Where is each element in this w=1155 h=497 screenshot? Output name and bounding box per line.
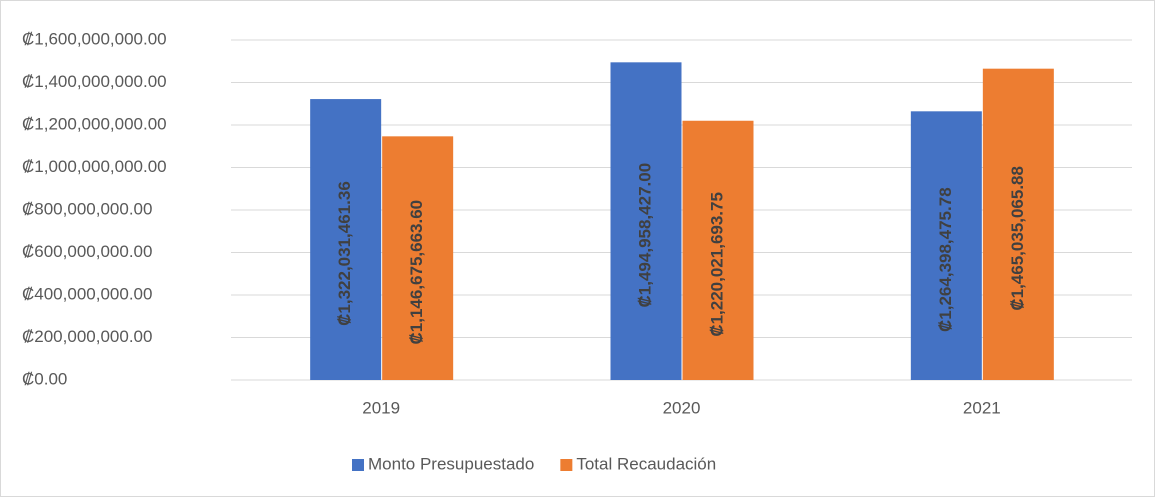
y-tick-label: ₡1,200,000,000.00 bbox=[22, 114, 167, 133]
y-tick-label: ₡1,600,000,000.00 bbox=[22, 29, 167, 48]
value-label: ₡1,494,958,427.00 bbox=[635, 163, 654, 308]
value-label: ₡1,220,021,693.75 bbox=[707, 192, 726, 337]
y-tick-label: ₡800,000,000.00 bbox=[22, 199, 152, 218]
value-label: ₡1,264,398,475.78 bbox=[936, 187, 955, 332]
bar bbox=[382, 136, 454, 380]
y-tick-label: ₡1,400,000,000.00 bbox=[22, 72, 167, 91]
value-label: ₡1,465,035,065.88 bbox=[1008, 166, 1027, 311]
bar bbox=[610, 62, 682, 380]
bar bbox=[982, 68, 1054, 380]
legend-swatch bbox=[352, 459, 364, 471]
x-tick-label: 2021 bbox=[963, 398, 1001, 417]
y-tick-label: ₡200,000,000.00 bbox=[22, 327, 152, 346]
bar bbox=[910, 111, 982, 381]
bar bbox=[682, 120, 754, 380]
legend-label: Monto Presupuestado bbox=[368, 454, 534, 473]
value-label: ₡1,322,031,461.36 bbox=[335, 181, 354, 326]
y-tick-label: ₡400,000,000.00 bbox=[22, 284, 152, 303]
bar bbox=[310, 99, 382, 381]
y-tick-label: ₡600,000,000.00 bbox=[22, 242, 152, 261]
legend-swatch bbox=[560, 459, 573, 471]
x-tick-label: 2020 bbox=[663, 398, 701, 417]
y-tick-label: ₡0.00 bbox=[22, 369, 67, 388]
x-tick-label: 2019 bbox=[362, 398, 400, 417]
y-tick-label: ₡1,000,000,000.00 bbox=[22, 157, 167, 176]
legend-label: Total Recaudación bbox=[576, 454, 716, 473]
value-label: ₡1,146,675,663.60 bbox=[407, 200, 426, 345]
